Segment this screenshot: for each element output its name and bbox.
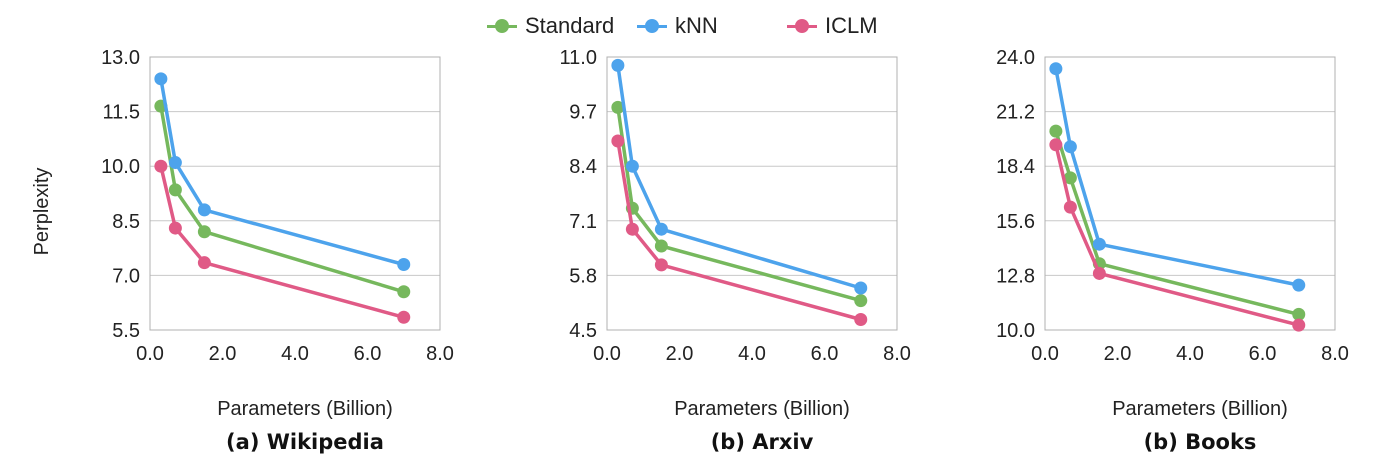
x-tick-label: 4.0 [1176, 343, 1204, 365]
legend-marker-iclm [787, 19, 817, 33]
y-axis-title: Perplexity [31, 168, 53, 256]
data-point-iclm [154, 159, 168, 173]
series-line-knn [159, 77, 406, 267]
y-tick-label: 11.5 [103, 102, 140, 124]
x-tick-label: 2.0 [209, 343, 237, 365]
y-tick-label: 13.0 [101, 47, 140, 69]
legend: Standard kNN ICLM [0, 8, 1400, 44]
data-point-standard [397, 285, 411, 299]
data-point-iclm [1063, 200, 1077, 214]
plot-frame [149, 56, 441, 331]
legend-item-iclm: ICLM [787, 8, 878, 44]
x-axis-title: Parameters (Billion) [1112, 398, 1288, 420]
x-tick-label: 6.0 [1249, 343, 1277, 365]
x-tick-label: 0.0 [136, 343, 164, 365]
y-tick-label: 24.0 [996, 47, 1035, 69]
chart-panel-3: 24.0 21.2 18.4 15.6 12.8 10.00.0 2.0 4.0 6.0 8.0 P… [996, 47, 1349, 454]
x-tick-label: 6.0 [811, 343, 839, 365]
y-tick-label: 11.0 [560, 47, 597, 69]
legend-marker-standard [487, 19, 517, 33]
data-point-knn [1092, 237, 1106, 251]
data-point-iclm [854, 313, 868, 326]
legend-item-standard: Standard [487, 8, 615, 44]
x-tick-label: 0.0 [593, 343, 621, 365]
series-line-knn [616, 63, 863, 290]
data-point-standard [1063, 171, 1077, 185]
y-tick-label: 10.0 [101, 156, 140, 178]
x-tick-label: 8.0 [883, 343, 911, 365]
x-axis-title: Parameters (Billion) [217, 398, 393, 420]
y-tick-label: 12.8 [996, 265, 1035, 287]
data-point-standard [654, 239, 668, 253]
data-point-iclm [1092, 266, 1106, 280]
plot-frame [606, 56, 898, 331]
data-point-knn [1063, 140, 1077, 154]
plot-frame [1044, 56, 1336, 331]
series-line-iclm [616, 139, 863, 322]
data-point-iclm [1292, 318, 1306, 332]
series-line-iclm [1054, 143, 1301, 327]
y-tick-label: 21.2 [996, 102, 1035, 124]
legend-marker-knn [637, 19, 667, 33]
data-point-iclm [654, 258, 668, 272]
data-point-standard [1049, 124, 1063, 138]
data-point-knn [611, 58, 625, 72]
x-axis-title: Parameters (Billion) [674, 398, 850, 420]
y-tick-label: 15.6 [996, 211, 1035, 233]
x-tick-label: 4.0 [738, 343, 766, 365]
y-tick-label: 9.7 [569, 102, 597, 124]
x-tick-label: 8.0 [426, 343, 454, 365]
x-tick-label: 4.0 [281, 343, 309, 365]
chart-panel-1: 13.0 11.5 10.0 8.5 7.0 5.50.0 2.0 4.0 6.0 8.0 Para… [31, 47, 454, 454]
y-tick-label: 4.5 [569, 320, 597, 342]
data-point-standard [1292, 307, 1306, 321]
data-point-knn [625, 159, 639, 173]
data-point-standard [854, 294, 868, 308]
data-point-iclm [625, 222, 639, 236]
data-point-knn [154, 72, 168, 86]
y-tick-label: 8.5 [112, 211, 140, 233]
x-tick-label: 2.0 [1104, 343, 1132, 365]
data-point-iclm [397, 310, 411, 324]
series-line-standard [159, 104, 406, 294]
panel-caption: (b) Arxiv [711, 430, 814, 454]
y-tick-label: 10.0 [996, 320, 1035, 342]
x-tick-label: 2.0 [666, 343, 694, 365]
x-tick-label: 8.0 [1321, 343, 1349, 365]
series-line-standard [1054, 129, 1301, 317]
legend-label-knn: kNN [675, 13, 718, 38]
series-line-iclm [159, 164, 406, 320]
legend-item-knn: kNN [637, 8, 718, 44]
legend-label-standard: Standard [525, 13, 615, 38]
x-tick-label: 0.0 [1031, 343, 1059, 365]
data-point-knn [854, 281, 868, 295]
data-point-knn [1049, 62, 1063, 76]
y-tick-label: 5.8 [569, 265, 597, 287]
data-point-knn [168, 156, 182, 170]
panel-caption: (b) Books [1144, 430, 1257, 454]
data-point-standard [611, 100, 625, 114]
panel-caption: (a) Wikipedia [226, 430, 384, 454]
y-tick-label: 7.1 [569, 211, 597, 233]
y-tick-label: 8.4 [569, 156, 597, 178]
data-point-iclm [1049, 138, 1063, 152]
data-point-knn [1292, 278, 1306, 292]
series-line-knn [1054, 66, 1301, 287]
data-point-iclm [611, 134, 625, 148]
x-tick-label: 6.0 [354, 343, 382, 365]
series-line-standard [616, 105, 863, 303]
chart-panel-2: 11.0 9.7 8.4 7.1 5.8 4.50.0 2.0 4.0 6.0 8.0 Parame… [560, 47, 911, 454]
data-point-iclm [168, 221, 182, 235]
data-point-iclm [197, 256, 211, 270]
data-point-standard [197, 225, 211, 239]
y-tick-label: 5.5 [112, 320, 140, 342]
y-tick-label: 7.0 [112, 265, 140, 287]
legend-label-iclm: ICLM [825, 13, 878, 38]
data-point-knn [654, 222, 668, 236]
y-tick-label: 18.4 [996, 156, 1035, 178]
data-point-standard [168, 183, 182, 197]
data-point-knn [197, 203, 211, 217]
data-point-knn [397, 257, 411, 271]
